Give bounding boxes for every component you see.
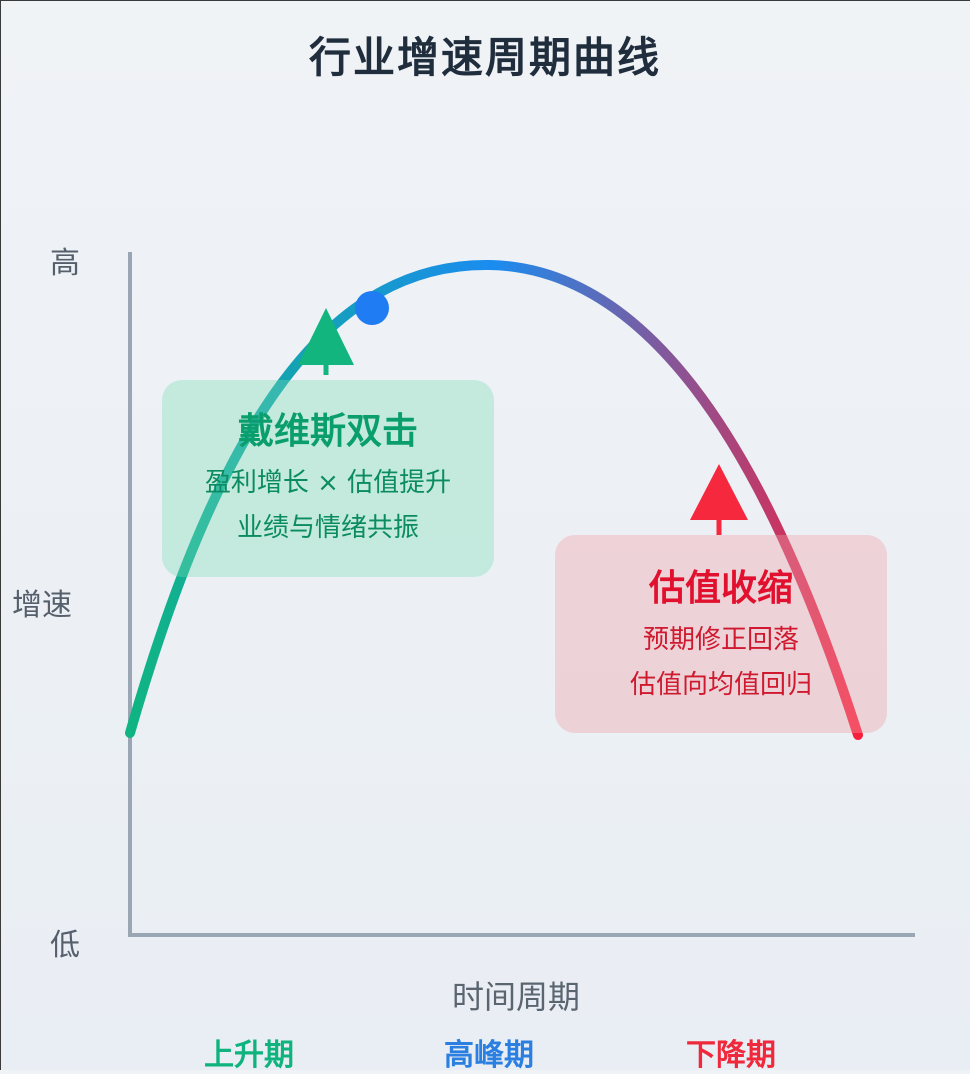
y-axis-label-growth: 增速 xyxy=(12,588,72,623)
y-axis-label-low: 低 xyxy=(50,928,80,963)
phase-label-decline: 下降期 xyxy=(686,1038,776,1073)
phase-label-rise: 上升期 xyxy=(204,1038,294,1073)
rise-arrow-icon xyxy=(298,308,354,375)
callout-rise-heading: 戴维斯双击 xyxy=(237,411,418,452)
fall-arrow-icon xyxy=(690,464,748,535)
callout-rise-line-2: 业绩与情绪共振 xyxy=(236,513,419,543)
phase-label-peak: 高峰期 xyxy=(444,1038,534,1073)
diagram-title: 行业增速周期曲线 xyxy=(308,33,661,82)
callout-fall-heading: 估值收缩 xyxy=(648,568,793,609)
y-axis-label-high: 高 xyxy=(50,246,80,281)
callout-rise-line-1: 盈利增长 × 估值提升 xyxy=(204,468,452,498)
x-axis-title: 时间周期 xyxy=(452,978,581,1016)
callout-fall-line-2: 估值向均值回归 xyxy=(629,670,812,700)
callout-fall-line-1: 预期修正回落 xyxy=(642,625,799,655)
cycle-curve xyxy=(125,259,863,740)
callout-davis-double-play: 戴维斯双击 盈利增长 × 估值提升 业绩与情绪共振 xyxy=(162,380,494,577)
callout-valuation-contraction: 估值收缩 预期修正回落 估值向均值回归 xyxy=(555,535,887,733)
curve-marker xyxy=(355,291,389,325)
